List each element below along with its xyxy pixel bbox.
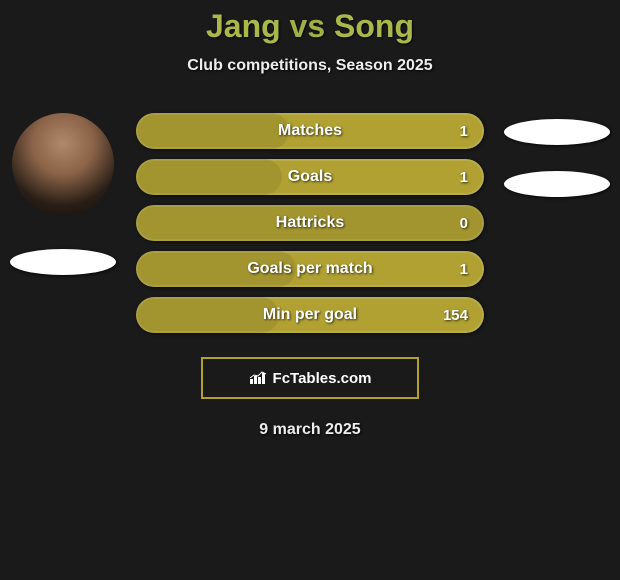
stat-row: Hattricks 0 — [136, 205, 484, 241]
player2-name-pill — [504, 119, 610, 145]
stat-value-right: 1 — [460, 123, 468, 140]
stat-label: Matches — [278, 122, 342, 140]
stat-label: Goals per match — [247, 260, 372, 278]
stat-label: Min per goal — [263, 306, 357, 324]
player1-name-pill — [10, 249, 116, 275]
player1-name: Jang — [206, 8, 281, 44]
player2-name-pill — [504, 171, 610, 197]
stat-value-right: 0 — [460, 215, 468, 232]
vs-text: vs — [290, 8, 326, 44]
date-text: 9 march 2025 — [0, 421, 620, 439]
stat-label: Hattricks — [276, 214, 344, 232]
stats-list: Matches 1 Goals 1 Hattricks 0 Goals per match 1… — [136, 113, 484, 333]
stat-value-right: 1 — [460, 169, 468, 186]
page-title: Jang vs Song — [0, 8, 620, 45]
chart-icon — [249, 371, 267, 385]
brand-box[interactable]: FcTables.com — [201, 357, 419, 399]
stat-value-right: 1 — [460, 261, 468, 278]
stat-value-right: 154 — [443, 307, 468, 324]
stat-left-fill — [136, 159, 282, 195]
stat-row: Matches 1 — [136, 113, 484, 149]
stat-label: Goals — [288, 168, 332, 186]
stat-left-fill — [136, 297, 279, 333]
subtitle: Club competitions, Season 2025 — [0, 57, 620, 75]
stat-left-fill — [136, 113, 289, 149]
right-player-column — [502, 113, 612, 197]
stat-row: Goals per match 1 — [136, 251, 484, 287]
player2-name: Song — [334, 8, 414, 44]
player1-avatar — [12, 113, 114, 215]
stat-row: Min per goal 154 — [136, 297, 484, 333]
comparison-card: Jang vs Song Club competitions, Season 2… — [0, 0, 620, 439]
left-player-column — [8, 113, 118, 275]
brand-text: FcTables.com — [273, 370, 372, 387]
stat-row: Goals 1 — [136, 159, 484, 195]
content-row: Matches 1 Goals 1 Hattricks 0 Goals per match 1… — [0, 113, 620, 333]
